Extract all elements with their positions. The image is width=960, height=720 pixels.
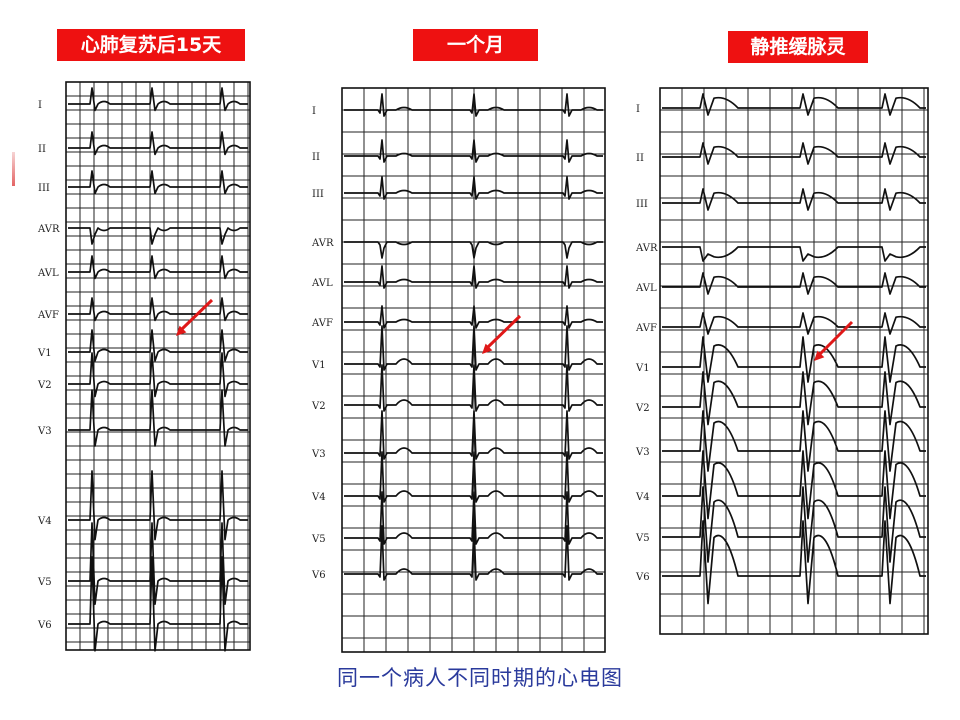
lead-label-v1: V1 [635, 363, 650, 374]
ecg-trace-avf [68, 297, 248, 322]
ecg-trace-v2 [344, 364, 603, 412]
ecg-trace-v5 [344, 491, 603, 545]
lead-label-v4: V4 [37, 516, 52, 527]
ecg-grid [341, 87, 606, 653]
lead-label-i: I [636, 104, 640, 115]
slide-accent-mark [12, 152, 15, 186]
ecg-trace-v1 [68, 329, 248, 362]
lead-label-v1: V1 [37, 348, 52, 359]
lead-label-avr: AVR [37, 224, 60, 235]
ecg-trace-v6 [344, 525, 603, 581]
lead-label-avf: AVF [37, 310, 59, 321]
ecg-trace-ii [662, 142, 926, 165]
ecg-trace-v1 [344, 325, 603, 371]
red-arrow-icon [176, 298, 214, 336]
ecg-trace-v2 [662, 371, 926, 426]
ecg-trace-v3 [344, 410, 603, 460]
lead-label-iii: III [38, 183, 50, 194]
ecg-trace-v6 [68, 556, 248, 652]
ecg-trace-v5 [68, 522, 248, 606]
panel-1-title: 心肺复苏后15天 [57, 29, 245, 61]
panel-2-title: 一个月 [413, 29, 538, 61]
lead-label-i: I [312, 106, 316, 117]
lead-label-v3: V3 [635, 447, 650, 458]
ecg-trace-i [344, 93, 603, 117]
lead-label-iii: III [312, 189, 324, 200]
lead-label-i: I [38, 100, 42, 111]
lead-label-avr: AVR [635, 243, 658, 254]
lead-label-avf: AVF [311, 318, 333, 329]
lead-label-v4: V4 [311, 492, 326, 503]
lead-label-avr: AVR [311, 238, 334, 249]
ecg-trace-avl [662, 272, 926, 295]
lead-label-avl: AVL [311, 278, 333, 289]
lead-label-v5: V5 [311, 534, 326, 545]
lead-label-v2: V2 [635, 403, 650, 414]
lead-label-avl: AVL [635, 283, 657, 294]
ecg-trace-v1 [662, 336, 926, 383]
panel-3-title: 静推缓脉灵 [728, 31, 868, 63]
ecg-trace-avf [344, 305, 603, 329]
ecg-trace-avl [344, 265, 603, 289]
ecg-trace-v4 [344, 451, 603, 503]
ecg-trace-avr [68, 227, 248, 245]
ecg-trace-avl [68, 255, 248, 280]
ecg-trace-v3 [68, 389, 248, 447]
ecg-trace-v5 [662, 486, 926, 563]
lead-label-ii: II [636, 153, 644, 164]
ecg-trace-v4 [662, 450, 926, 520]
ecg-trace-avr [344, 241, 603, 259]
lead-label-v6: V6 [311, 570, 326, 581]
slide-caption: 同一个病人不同时期的心电图 [337, 666, 623, 690]
ecg-trace-iii [68, 170, 248, 195]
ecg-trace-ii [344, 139, 603, 163]
lead-label-v3: V3 [37, 426, 52, 437]
lead-label-iii: III [636, 199, 648, 210]
lead-label-v1: V1 [311, 360, 326, 371]
lead-label-v5: V5 [635, 533, 650, 544]
lead-label-v3: V3 [311, 449, 326, 460]
lead-label-ii: II [38, 144, 46, 155]
ecg-trace-avf [662, 312, 926, 335]
lead-label-v6: V6 [37, 620, 52, 631]
lead-label-avf: AVF [635, 323, 657, 334]
lead-label-v2: V2 [311, 401, 326, 412]
lead-label-v2: V2 [37, 380, 52, 391]
ecg-trace-v4 [68, 470, 248, 541]
lead-label-avl: AVL [37, 268, 59, 279]
ecg-trace-v6 [662, 520, 926, 605]
lead-label-v4: V4 [635, 492, 650, 503]
red-arrow-icon [814, 320, 854, 361]
ecg-trace-i [662, 93, 926, 116]
ecg-trace-avr [662, 246, 926, 262]
ecg-trace-v2 [68, 352, 248, 398]
red-arrow-icon [482, 314, 522, 354]
ecg-trace-ii [68, 131, 248, 156]
ecg-trace-i [68, 87, 248, 112]
ecg-trace-v3 [662, 410, 926, 472]
ecg-trace-iii [662, 188, 926, 211]
lead-label-ii: II [312, 152, 320, 163]
ecg-trace-iii [344, 176, 603, 200]
lead-label-v6: V6 [635, 572, 650, 583]
lead-label-v5: V5 [37, 577, 52, 588]
